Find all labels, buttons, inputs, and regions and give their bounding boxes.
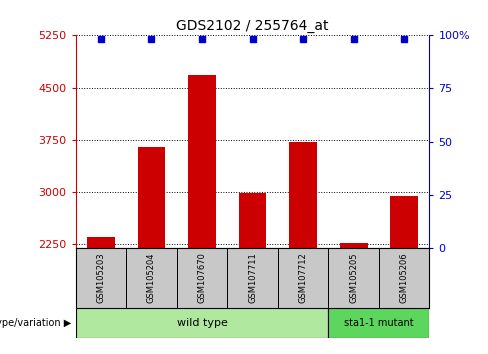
Bar <box>227 248 278 308</box>
Bar <box>188 75 216 248</box>
Text: GSM105204: GSM105204 <box>147 253 156 303</box>
Bar <box>340 243 367 248</box>
Bar <box>379 248 429 308</box>
Bar <box>328 308 429 338</box>
Text: GSM105205: GSM105205 <box>349 253 358 303</box>
Text: GSM107711: GSM107711 <box>248 252 257 303</box>
Text: GSM107712: GSM107712 <box>299 252 307 303</box>
Bar <box>289 142 317 248</box>
Bar <box>76 248 126 308</box>
Text: GSM105203: GSM105203 <box>97 252 105 303</box>
Bar <box>177 248 227 308</box>
Text: wild type: wild type <box>177 318 227 328</box>
Title: GDS2102 / 255764_at: GDS2102 / 255764_at <box>176 19 329 33</box>
Bar <box>278 248 328 308</box>
Bar <box>87 237 115 248</box>
Text: GSM107670: GSM107670 <box>198 252 206 303</box>
Text: GSM105206: GSM105206 <box>400 252 408 303</box>
Bar <box>390 196 418 248</box>
Bar <box>76 308 328 338</box>
Text: genotype/variation ▶: genotype/variation ▶ <box>0 318 71 328</box>
Bar <box>126 248 177 308</box>
Text: sta1-1 mutant: sta1-1 mutant <box>344 318 414 328</box>
Bar <box>239 194 266 248</box>
Bar <box>328 248 379 308</box>
Bar <box>138 147 165 248</box>
